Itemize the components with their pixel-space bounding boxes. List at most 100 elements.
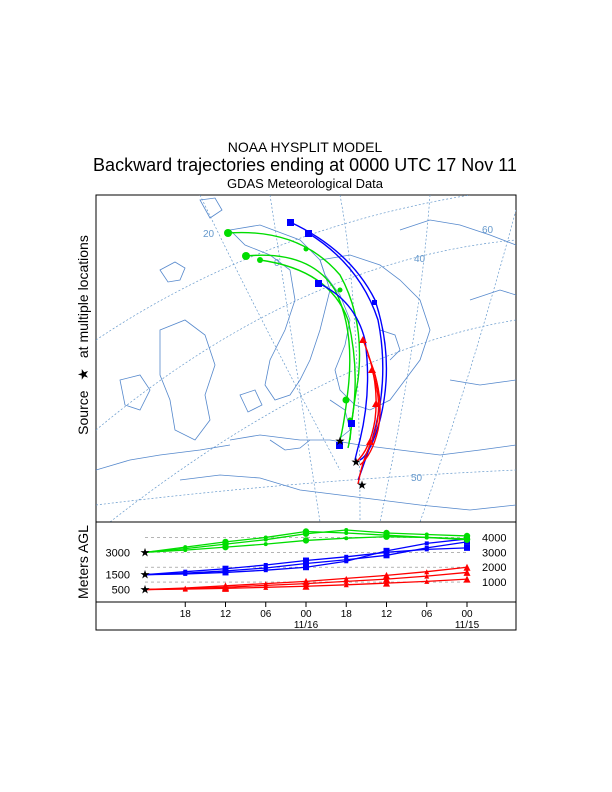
data-point (263, 537, 268, 542)
map: 20 0 40 60 50 (96, 195, 516, 522)
source-suffix-text: at multiple locations (75, 235, 91, 358)
data-point (344, 559, 349, 564)
data-point (383, 529, 390, 537)
map-traj-blue-1 (289, 221, 388, 461)
y-axis-label: Meters AGL (75, 525, 91, 599)
data-point (222, 584, 229, 592)
x-tick-label: 00 (300, 609, 312, 620)
data-point (263, 568, 268, 573)
data-point (343, 575, 349, 581)
map-traj-green-2 (245, 254, 351, 441)
x-tick-label: 12 (381, 609, 393, 620)
source-star: ★ (357, 478, 368, 492)
data-point (424, 532, 429, 537)
x-tick-label: 06 (421, 609, 433, 620)
data-point (343, 578, 349, 584)
data-point (424, 569, 430, 575)
map-marker (359, 336, 367, 343)
x-tick-label: 12 (220, 609, 232, 620)
data-point (383, 547, 390, 554)
data-point (263, 584, 269, 590)
data-point (344, 530, 349, 535)
x-tick-label: 06 (260, 609, 272, 620)
data-point (183, 571, 188, 576)
y-tick-label: 4000 (482, 532, 506, 544)
map-marker (342, 396, 350, 404)
data-point (303, 560, 309, 567)
data-point (344, 528, 349, 532)
start-height-label: 1500 (106, 570, 130, 582)
map-markers: ★ ★ ★ (224, 219, 380, 492)
model-title: NOAA HYSPLIT MODEL (228, 139, 383, 155)
height-labels: ★ 3000 ★ 1500 ★ 500 4000 3000 2000 1000 (106, 532, 507, 596)
map-marker (224, 229, 232, 237)
start-height-label: 500 (112, 585, 130, 597)
x-date-label: 11/16 (294, 620, 319, 631)
map-traj-blue-3 (317, 282, 369, 461)
source-star-icon: ★ (75, 368, 91, 381)
map-marker (372, 400, 380, 407)
x-tick-label: 18 (180, 609, 192, 620)
map-label-40: 40 (414, 254, 426, 265)
data-point (343, 582, 349, 588)
data-point (303, 564, 309, 571)
data-point (302, 537, 310, 544)
data-point (344, 536, 349, 541)
start-star: ★ (140, 568, 151, 582)
data-point (383, 579, 390, 587)
x-tick-label: 18 (341, 609, 353, 620)
map-marker (315, 280, 322, 287)
map-panel (95, 194, 517, 523)
y-tick-label: 2000 (482, 562, 506, 574)
source-label: Source ★ at multiple locations (75, 235, 91, 435)
source-star: ★ (351, 455, 362, 469)
data-point (263, 542, 268, 547)
data-point (302, 530, 310, 537)
data-point (424, 535, 429, 540)
data-point (464, 544, 470, 551)
data-point (424, 578, 430, 584)
map-marker (305, 230, 312, 237)
svg-text:Source ★ at multip: Source ★ at multiple locations (75, 235, 91, 435)
data-point (302, 582, 310, 590)
data-point (263, 565, 268, 570)
map-label-50: 50 (411, 473, 423, 484)
y-tick-label: 1000 (482, 577, 506, 589)
data-point (463, 532, 471, 540)
data-point (424, 545, 429, 550)
map-label-60: 60 (482, 225, 494, 236)
y-tick-label: 3000 (482, 547, 506, 559)
map-marker (287, 219, 294, 226)
start-height-label: 3000 (106, 547, 130, 559)
data-point (463, 568, 471, 576)
data-point (424, 573, 430, 579)
source-star: ★ (335, 434, 346, 448)
map-traj-red-2 (359, 354, 381, 466)
graticule (96, 195, 516, 522)
data-point (182, 586, 188, 592)
data-point (424, 541, 429, 546)
chart-subtitle: GDAS Meteorological Data (227, 176, 384, 191)
data-point (463, 563, 471, 571)
source-text: Source (75, 390, 91, 435)
x-tick-label: 00 (461, 609, 473, 620)
map-marker (303, 246, 309, 252)
x-date-label: 11/15 (455, 620, 480, 631)
map-label-20: 20 (203, 229, 215, 240)
map-marker (257, 257, 263, 263)
data-point (222, 569, 229, 576)
data-point (383, 571, 390, 579)
height-series (144, 528, 471, 592)
chart-title: Backward trajectories ending at 0000 UTC… (93, 155, 517, 175)
data-point (344, 554, 349, 559)
data-point (263, 562, 268, 567)
map-marker (242, 252, 250, 260)
coastlines (96, 197, 516, 511)
map-marker (337, 287, 343, 293)
data-point (383, 575, 390, 583)
data-point (383, 552, 390, 559)
data-point (183, 546, 188, 551)
data-point (222, 540, 229, 548)
